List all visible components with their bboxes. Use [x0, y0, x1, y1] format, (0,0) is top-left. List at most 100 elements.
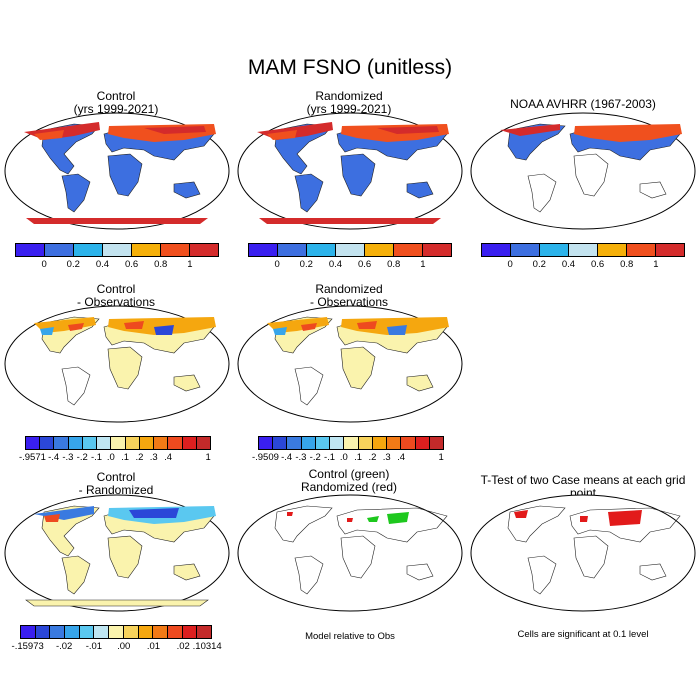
colorbar-swatch [429, 437, 444, 449]
colorbar-swatch [21, 626, 36, 638]
colorbar-swatch [387, 437, 402, 449]
map-control [4, 112, 230, 230]
colorbar-swatch [196, 437, 211, 449]
colorbar-swatch [540, 244, 569, 256]
colorbar-control-minus-obs [25, 436, 211, 450]
colorbar-swatch [273, 437, 288, 449]
map-control-minus-randomized [4, 494, 230, 612]
colorbar-swatch [301, 437, 316, 449]
colorbar-swatch [50, 626, 66, 638]
colorbar-swatch [182, 437, 197, 449]
colorbar-swatch [167, 626, 183, 638]
colorbar-swatch [511, 244, 540, 256]
colorbar-tick-label: 0.2 [66, 259, 80, 270]
colorbar-control [15, 243, 219, 257]
colorbar-tick-label: -.15973 [11, 641, 44, 652]
colorbar-swatch [79, 626, 95, 638]
colorbar-swatch [482, 244, 511, 256]
colorbar-swatch [74, 244, 103, 256]
colorbar-tick-label: -.2 [76, 452, 88, 463]
colorbar-tick-label: .2 [368, 452, 377, 463]
colorbar-tick-label: 1 [187, 259, 193, 270]
colorbar-swatch [627, 244, 656, 256]
colorbar-tick-label: .4 [397, 452, 406, 463]
colorbar-labels-control-minus-obs: -.9571 -.4 -.3 -.2 -.1.0 .1 .2 .3 .4 1 [19, 452, 211, 464]
colorbar-tick-label: -.3 [295, 452, 307, 463]
colorbar-swatch [315, 437, 331, 449]
map-randomized-minus-obs [237, 305, 463, 423]
colorbar-swatch [401, 437, 416, 449]
colorbar-swatch [336, 244, 365, 256]
panel-title-model-vs-obs: Control (green) Randomized (red) [300, 467, 398, 494]
colorbar-tick-label: .01 [146, 641, 161, 652]
colorbar-tick-label: .0 [339, 452, 348, 463]
colorbar-obs [481, 243, 685, 257]
colorbar-control-minus-randomized [20, 625, 212, 639]
colorbar-swatch [278, 244, 307, 256]
colorbar-tick-label: -.9509 [251, 452, 279, 463]
colorbar-tick-label: .3 [149, 452, 158, 463]
colorbar-tick-label: .1 [354, 452, 363, 463]
map-control-minus-obs [4, 305, 230, 423]
colorbar-tick-label: 0.8 [387, 259, 401, 270]
colorbar-swatch [123, 626, 139, 638]
panel-title-obs: NOAA AVHRR (1967-2003) [510, 97, 656, 111]
colorbar-swatch [153, 626, 168, 638]
colorbar-tick-label: 0.8 [620, 259, 634, 270]
colorbar-tick-label: 0.2 [532, 259, 546, 270]
note-model-vs-obs: Model relative to Obs [305, 631, 395, 642]
colorbar-swatch [168, 437, 183, 449]
panel-title-randomized-minus-obs: Randomized - Observations [309, 282, 389, 309]
map-ttest [470, 494, 696, 612]
colorbar-swatch [365, 244, 394, 256]
colorbar-tick-label: .0 [106, 452, 115, 463]
colorbar-swatch [125, 437, 140, 449]
colorbar-tick-label: .00 [117, 641, 131, 652]
colorbar-tick-label: -.3 [62, 452, 74, 463]
colorbar-tick-label: -.1 [323, 452, 336, 463]
colorbar-labels-control-minus-randomized: -.15973 -.02 -.01 .00 .01 .02.10314 [12, 641, 222, 653]
colorbar-tick-label: 0 [274, 259, 280, 270]
map-model-vs-obs [237, 494, 463, 612]
colorbar-swatch [307, 244, 336, 256]
colorbar-tick-label: 0.4 [95, 259, 110, 270]
colorbar-swatch [415, 437, 430, 449]
figure-title: MAM FSNO (unitless) [247, 56, 453, 79]
colorbar-swatch [182, 626, 198, 638]
colorbar-tick-label: 1 [653, 259, 659, 270]
colorbar-tick-label: -.2 [309, 452, 321, 463]
colorbar-tick-label: 0.8 [154, 259, 168, 270]
colorbar-swatch [161, 244, 190, 256]
map-randomized [237, 112, 463, 230]
colorbar-swatch [249, 244, 278, 256]
colorbar-tick-label: .2 [135, 452, 144, 463]
panel-title-randomized: Randomized (yrs 1999-2021) [306, 89, 392, 116]
colorbar-swatch [45, 244, 74, 256]
colorbar-swatch [569, 244, 598, 256]
colorbar-swatch [68, 437, 83, 449]
colorbar-swatch [94, 626, 110, 638]
colorbar-randomized-minus-obs [258, 436, 444, 450]
colorbar-tick-label: 0.6 [357, 259, 372, 270]
colorbar-tick-label: -.4 [48, 452, 60, 463]
colorbar-swatch [138, 626, 154, 638]
colorbar-tick-label: .10314 [192, 641, 222, 652]
colorbar-tick-label: 1 [420, 259, 426, 270]
colorbar-swatch [372, 437, 388, 449]
colorbar-tick-label: 0 [41, 259, 47, 270]
map-obs [470, 112, 696, 230]
colorbar-swatch [656, 244, 684, 256]
colorbar-tick-label: .4 [164, 452, 173, 463]
colorbar-tick-label: 0 [507, 259, 513, 270]
colorbar-swatch [132, 244, 161, 256]
colorbar-tick-label: 0.2 [299, 259, 313, 270]
colorbar-tick-label: 1 [438, 452, 444, 463]
panel-title-control: Control (yrs 1999-2021) [73, 89, 159, 116]
colorbar-swatch [111, 437, 126, 449]
colorbar-swatch [344, 437, 359, 449]
colorbar-tick-label: 0.4 [328, 259, 343, 270]
colorbar-labels-randomized-minus-obs: -.9509 -.4 -.3 -.2 -.1.0 .1 .2 .3 .4 1 [252, 452, 444, 464]
colorbar-swatch [287, 437, 302, 449]
colorbar-swatch [82, 437, 98, 449]
colorbar-swatch [154, 437, 169, 449]
